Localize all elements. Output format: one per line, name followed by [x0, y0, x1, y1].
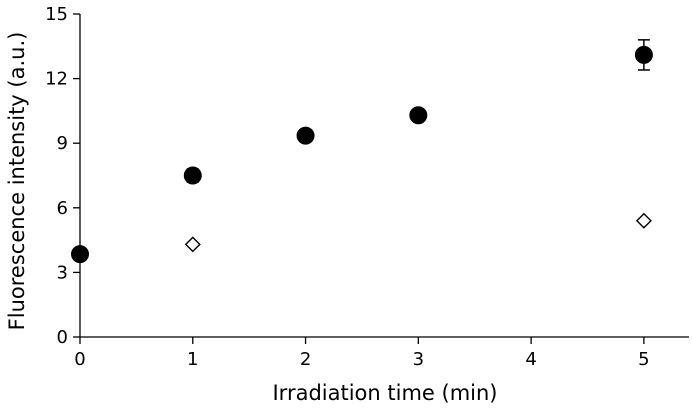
data-point-filled-circle [409, 106, 428, 125]
y-tick-label: 12 [45, 69, 68, 90]
x-tick-label: 1 [187, 349, 198, 370]
axes [79, 14, 689, 338]
y-tick-label: 0 [57, 327, 68, 348]
x-tick-label: 5 [638, 349, 649, 370]
x-tick-label: 0 [74, 349, 85, 370]
x-tick-label: 2 [300, 349, 311, 370]
y-tick-label: 15 [45, 4, 68, 25]
data-point-open-diamond [635, 212, 652, 229]
data-point-filled-circle [634, 45, 653, 64]
y-axis-label: Fluorescence intensity (a.u.) [5, 32, 29, 331]
data-point-filled-circle [296, 126, 315, 145]
data-point-filled-circle [183, 166, 202, 185]
data-point-filled-circle [71, 245, 89, 264]
y-tick-label: 3 [57, 262, 68, 283]
x-ticks: 0 1 2 3 4 5 [74, 337, 650, 370]
y-ticks: 0 3 6 9 12 15 [45, 4, 80, 348]
y-tick-label: 6 [57, 198, 68, 219]
y-tick-label: 9 [57, 133, 68, 154]
x-tick-label: 3 [413, 349, 424, 370]
data-point-open-diamond [184, 236, 201, 253]
x-axis-label: Irradiation time (min) [272, 381, 497, 405]
x-tick-label: 4 [525, 349, 536, 370]
data-points [71, 39, 653, 264]
